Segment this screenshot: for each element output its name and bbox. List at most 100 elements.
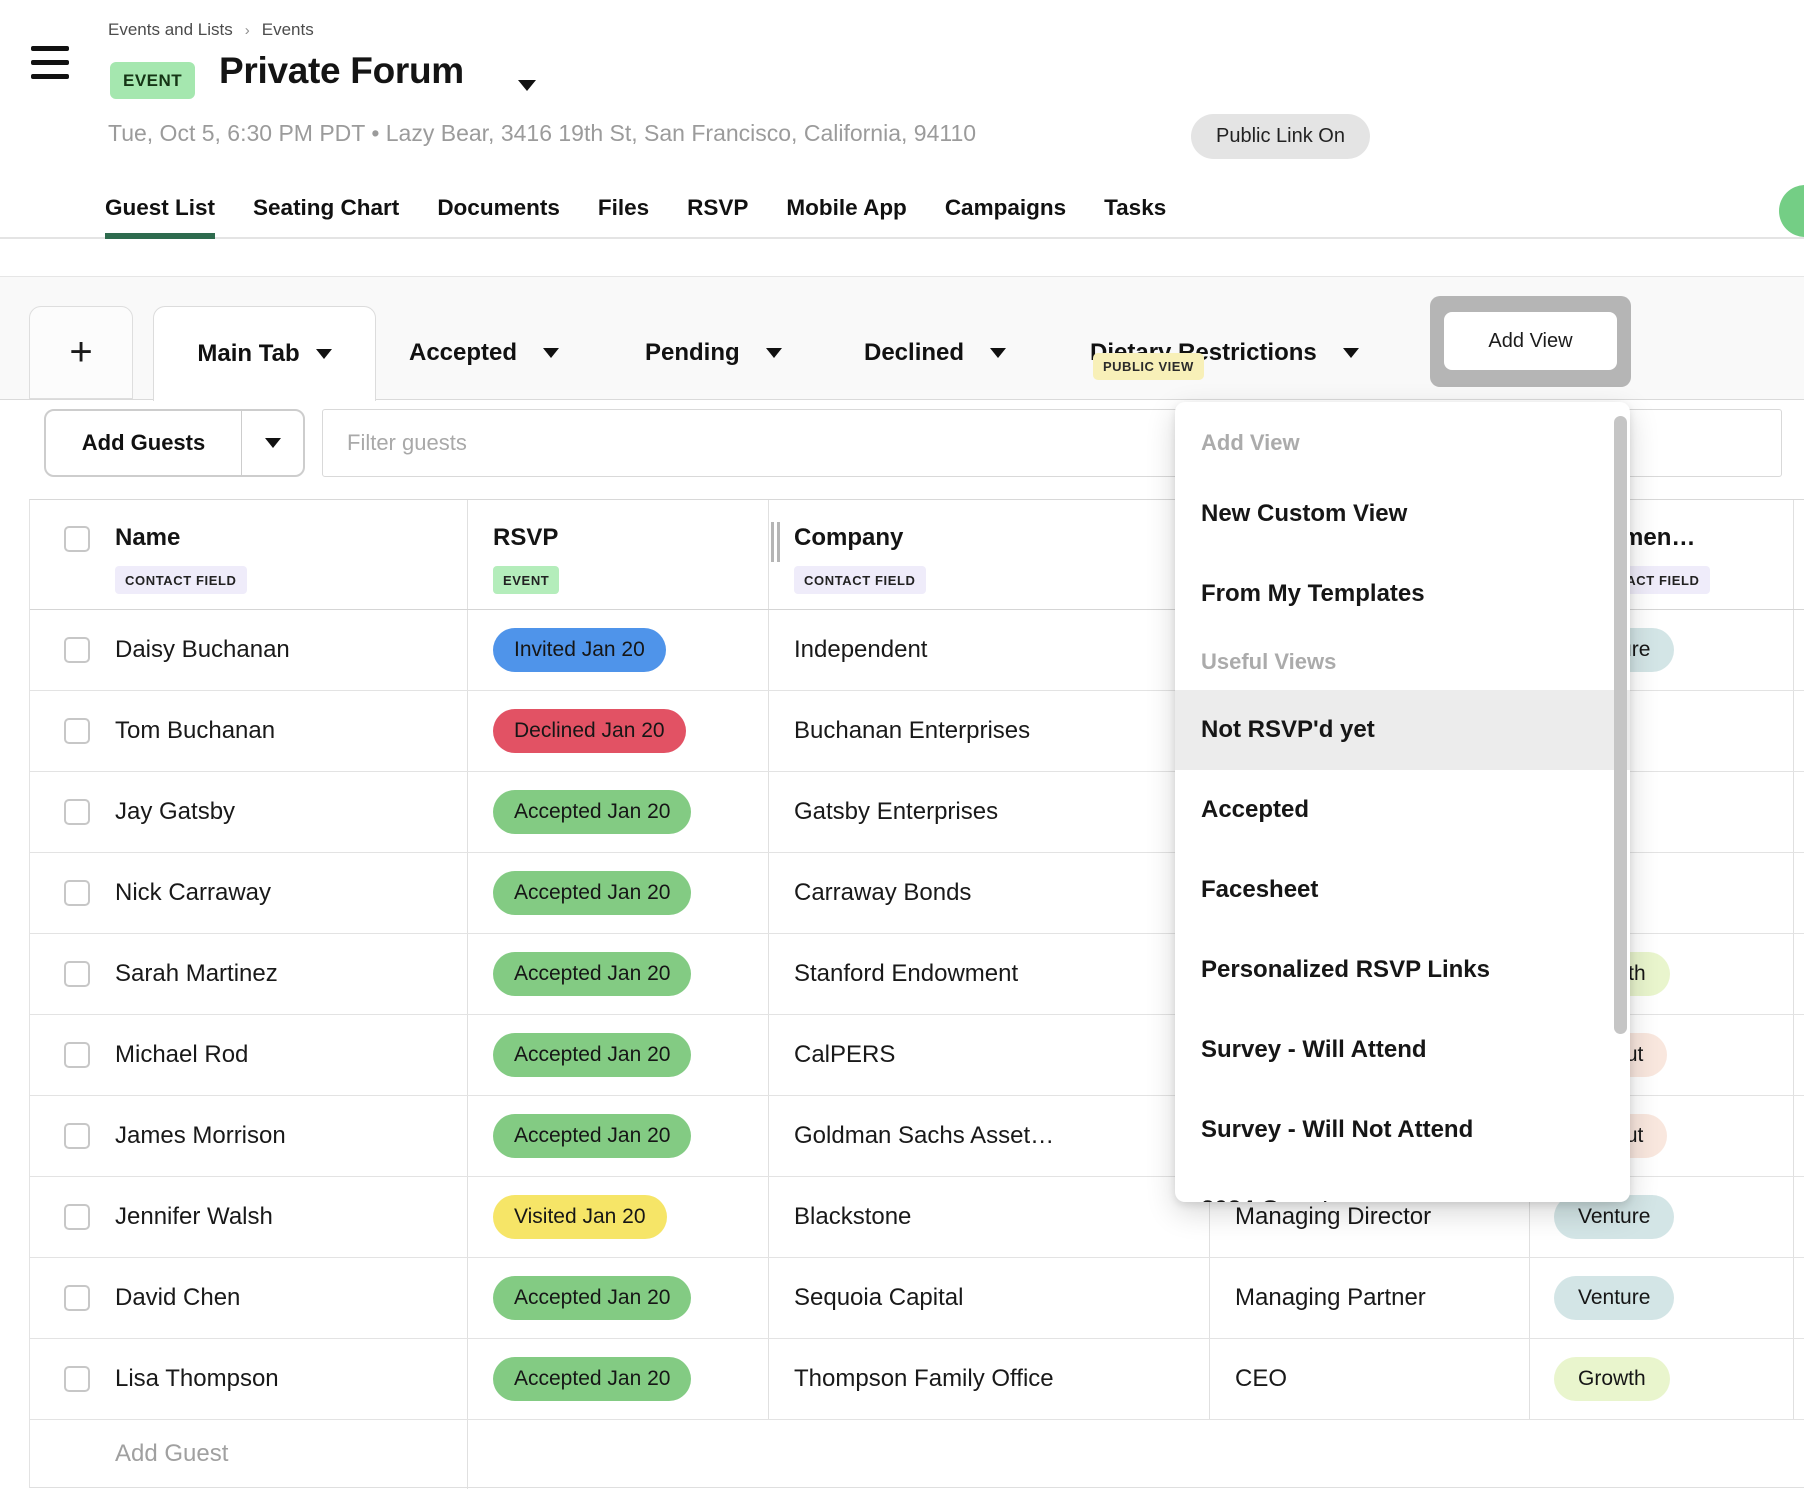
nav-tab-documents[interactable]: Documents (437, 194, 560, 220)
add-view-button[interactable]: Add View (1444, 312, 1617, 370)
menu-item-survey-will-attend[interactable]: Survey - Will Attend (1201, 1036, 1427, 1063)
guest-company: Independent (794, 636, 928, 663)
add-guest-row[interactable]: Add Guest (30, 1420, 1804, 1488)
page-title: Private Forum (219, 50, 464, 91)
nav-tab-mobile-app[interactable]: Mobile App (786, 194, 907, 220)
rsvp-status-badge[interactable]: Accepted Jan 20 (493, 790, 692, 834)
rsvp-status-badge[interactable]: Accepted Jan 20 (493, 1357, 692, 1401)
row-checkbox[interactable] (64, 961, 90, 987)
chevron-down-icon[interactable] (765, 347, 782, 358)
guest-name: Michael Rod (115, 1041, 249, 1068)
guest-title: Managing Director (1235, 1203, 1432, 1230)
chevron-down-icon[interactable] (1342, 347, 1359, 358)
nav-tab-guest-list[interactable]: Guest List (105, 176, 216, 239)
add-guests-split-button[interactable]: Add Guests (44, 409, 305, 477)
rsvp-status-badge[interactable]: Accepted Jan 20 (493, 871, 692, 915)
view-tab-main-label: Main Tab (197, 340, 300, 367)
view-tab-accepted[interactable]: Accepted (409, 306, 560, 399)
nav-tab-tasks[interactable]: Tasks (1104, 194, 1167, 220)
view-tab-main-tab[interactable]: Main Tab (153, 306, 376, 401)
breadcrumb: Events and Lists › Events (108, 20, 314, 40)
column-header-name[interactable]: Name (115, 524, 181, 551)
column-divider[interactable] (1793, 500, 1794, 1420)
guest-name: Jennifer Walsh (115, 1203, 273, 1230)
table-row[interactable]: Lisa Thompson Accepted Jan 20 Thompson F… (30, 1339, 1804, 1420)
guest-title: CEO (1235, 1365, 1288, 1392)
table-row[interactable]: Jay Gatsby Accepted Jan 20 Gatsby Enterp… (30, 772, 1804, 853)
table-header-row: Name CONTACT FIELD RSVP EVENT Company CO… (30, 500, 1804, 610)
breadcrumb-events-and-lists[interactable]: Events and Lists (108, 20, 233, 39)
view-tab-declined[interactable]: Declined (864, 306, 1007, 399)
chevron-down-icon[interactable] (543, 347, 560, 358)
row-checkbox[interactable] (64, 799, 90, 825)
help-fab[interactable] (1779, 185, 1804, 237)
rsvp-status-badge[interactable]: Invited Jan 20 (493, 628, 666, 672)
rsvp-status-badge[interactable]: Visited Jan 20 (493, 1195, 667, 1239)
rsvp-status-badge[interactable]: Accepted Jan 20 (493, 1114, 692, 1158)
chevron-down-icon[interactable] (990, 347, 1007, 358)
guest-name: Tom Buchanan (115, 717, 276, 744)
menu-item-new-custom-view[interactable]: New Custom View (1201, 500, 1408, 527)
guest-company: Carraway Bonds (794, 879, 972, 906)
row-checkbox[interactable] (64, 637, 90, 663)
chevron-down-icon[interactable] (315, 349, 332, 359)
menu-item-accepted[interactable]: Accepted (1201, 796, 1310, 823)
add-view-tab-button[interactable]: + (29, 306, 133, 399)
hamburger-menu-icon[interactable] (31, 46, 69, 79)
row-checkbox[interactable] (64, 1285, 90, 1311)
table-row[interactable]: Jennifer Walsh Visited Jan 20 Blackstone… (30, 1177, 1804, 1258)
add-view-dropdown-menu: Add View New Custom View From My Templat… (1175, 402, 1630, 1202)
select-all-checkbox[interactable] (64, 526, 90, 552)
column-divider[interactable] (467, 500, 468, 1489)
segment-badge: Venture (1554, 1276, 1675, 1320)
menu-item-personalized-rsvp-links[interactable]: Personalized RSVP Links (1201, 956, 1490, 983)
view-tab-pending[interactable]: Pending (645, 306, 782, 399)
row-checkbox[interactable] (64, 1042, 90, 1068)
table-row[interactable]: David Chen Accepted Jan 20 Sequoia Capit… (30, 1258, 1804, 1339)
guest-name: James Morrison (115, 1122, 286, 1149)
row-checkbox[interactable] (64, 1366, 90, 1392)
breadcrumb-separator-icon: › (244, 21, 250, 39)
rsvp-field-type-badge: EVENT (493, 566, 560, 594)
column-resize-handle-icon[interactable] (771, 522, 780, 562)
add-view-button-focus-ring: Add View (1430, 296, 1631, 387)
menu-scrollbar[interactable] (1614, 416, 1627, 1034)
nav-tab-rsvp[interactable]: RSVP (687, 194, 749, 220)
row-checkbox[interactable] (64, 1123, 90, 1149)
table-row[interactable]: Michael Rod Accepted Jan 20 CalPERS Buyo… (30, 1015, 1804, 1096)
row-checkbox[interactable] (64, 1204, 90, 1230)
guest-name: Daisy Buchanan (115, 636, 290, 663)
menu-item-2024-guest[interactable]: 2024 Guest… (1175, 1170, 1630, 1202)
column-header-company[interactable]: Company (794, 524, 904, 551)
add-guests-label[interactable]: Add Guests (81, 430, 206, 455)
rsvp-status-badge[interactable]: Accepted Jan 20 (493, 1276, 692, 1320)
add-guest-placeholder[interactable]: Add Guest (115, 1439, 229, 1467)
table-row[interactable]: Nick Carraway Accepted Jan 20 Carraway B… (30, 853, 1804, 934)
guest-company: Gatsby Enterprises (794, 798, 999, 825)
public-view-badge: PUBLIC VIEW (1093, 353, 1204, 380)
menu-item-survey-will-not-attend[interactable]: Survey - Will Not Attend (1201, 1116, 1474, 1143)
table-row[interactable]: Tom Buchanan Declined Jan 20 Buchanan En… (30, 691, 1804, 772)
row-checkbox[interactable] (64, 718, 90, 744)
nav-tab-campaigns[interactable]: Campaigns (944, 194, 1067, 220)
row-checkbox[interactable] (64, 880, 90, 906)
rsvp-status-badge[interactable]: Accepted Jan 20 (493, 1033, 692, 1077)
column-header-rsvp[interactable]: RSVP (493, 524, 559, 551)
guest-company: CalPERS (794, 1041, 896, 1068)
column-divider[interactable] (768, 500, 769, 1420)
rsvp-status-badge[interactable]: Declined Jan 20 (493, 709, 686, 753)
title-dropdown-caret-icon[interactable] (518, 80, 536, 91)
company-field-type-badge: CONTACT FIELD (794, 566, 926, 594)
public-link-status-badge[interactable]: Public Link On (1191, 114, 1370, 159)
segment-badge: Venture (1554, 1195, 1675, 1239)
nav-tab-seating-chart[interactable]: Seating Chart (253, 194, 400, 220)
menu-item-facesheet[interactable]: Facesheet (1201, 876, 1319, 903)
menu-item-from-my-templates[interactable]: From My Templates (1201, 580, 1425, 607)
button-divider (241, 411, 242, 475)
view-tab-declined-label: Declined (864, 338, 965, 366)
rsvp-status-badge[interactable]: Accepted Jan 20 (493, 952, 692, 996)
menu-item-not-rsvpd-yet[interactable]: Not RSVP'd yet (1175, 690, 1630, 770)
add-guests-dropdown-toggle[interactable] (242, 411, 303, 475)
nav-tab-files[interactable]: Files (597, 194, 650, 220)
breadcrumb-events[interactable]: Events (261, 20, 314, 39)
